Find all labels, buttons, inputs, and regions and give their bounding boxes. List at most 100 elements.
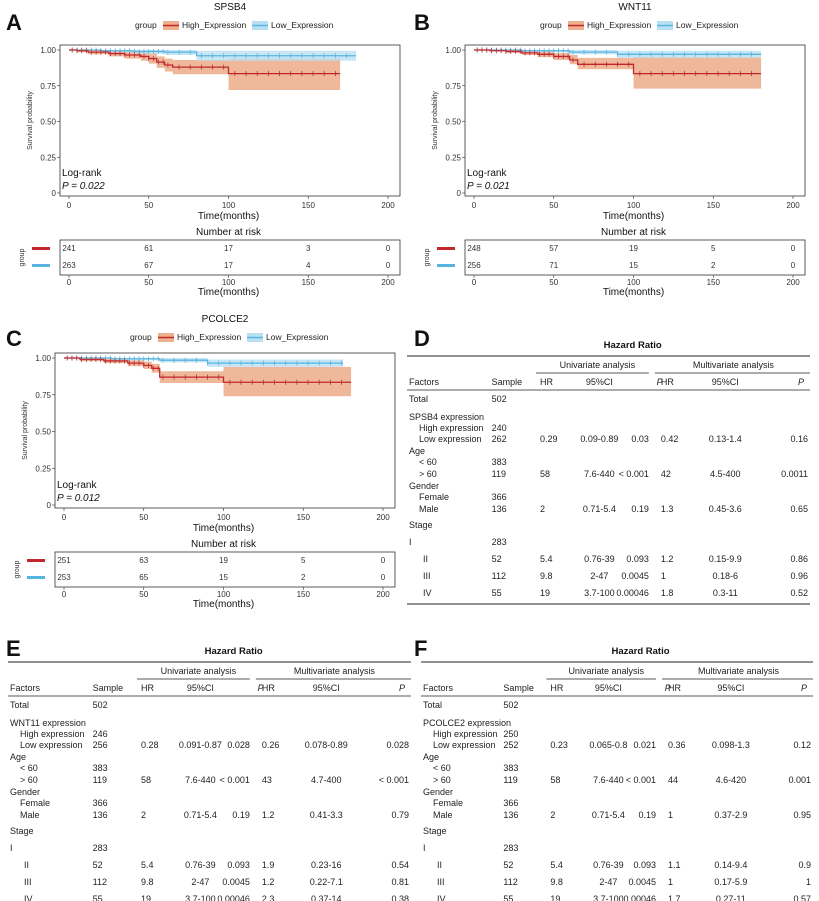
row-ci-multi: 0.14-9.4	[714, 860, 747, 870]
row-factor: IV	[24, 894, 33, 901]
x-tick-label: 50	[549, 201, 558, 210]
row-p: 0.00046	[623, 894, 656, 901]
row-factor: Female	[419, 492, 449, 502]
row-hr-multi: 1.3	[661, 504, 674, 514]
row-sample: 136	[93, 810, 108, 820]
risk-high-count: 0	[381, 556, 386, 565]
risk-low-count: 2	[711, 261, 716, 270]
row-p-multi: 0.001	[788, 775, 811, 785]
risk-low-count: 0	[791, 261, 796, 270]
row-factor: I	[10, 843, 13, 853]
col-header-ci: 95%CI	[586, 377, 613, 387]
risk-x-tick-label: 0	[472, 278, 477, 287]
row-hr-multi: 1.8	[661, 588, 674, 598]
row-factor: Low expression	[20, 740, 83, 750]
risk-low-count: 17	[224, 261, 233, 270]
panel-label-E: E	[6, 636, 21, 661]
km-panel-3: PCOLCE2 group High_Expression Low_Expressio…	[14, 314, 396, 610]
risk-x-tick-label: 150	[297, 590, 311, 599]
risk-high-count: 248	[467, 244, 481, 253]
plot-frame	[59, 44, 401, 197]
panel-label-A: A	[6, 10, 22, 35]
row-sample: 262	[492, 434, 507, 444]
row-sample: 283	[503, 843, 518, 853]
row-ci-multi: 0.098-1.3	[712, 740, 750, 750]
risk-low-count: 0	[381, 573, 386, 582]
risk-low-count: 65	[139, 573, 148, 582]
row-hr-multi: 1	[668, 877, 673, 887]
hr-table-F: Hazard Ratio Univariate analysis Multivari…	[421, 646, 813, 901]
y-axis-label: Survival probability	[432, 91, 439, 150]
row-hr: 5.4	[141, 860, 154, 870]
row-sample: 283	[492, 537, 507, 547]
risk-x-tick-label: 150	[707, 278, 721, 287]
row-hr: 19	[550, 894, 560, 901]
row-hr: 58	[540, 469, 550, 479]
risk-x-tick-label: 100	[217, 590, 231, 599]
row-sample: 52	[503, 860, 513, 870]
risk-x-axis-label: Time(months)	[193, 599, 254, 610]
logrank-label: Log-rank	[62, 168, 102, 179]
row-sample: 252	[503, 740, 518, 750]
row-sample: 383	[492, 457, 507, 467]
row-factor: Female	[433, 798, 463, 808]
x-tick-label: 100	[222, 201, 236, 210]
y-tick-label: 0.75	[40, 82, 56, 91]
row-ci-multi: 0.37-2.9	[714, 810, 747, 820]
risk-x-tick-label: 50	[549, 278, 558, 287]
row-factor: Gender	[423, 787, 453, 797]
km-panel-2: WNT11 group High_Expression Low_Expression 0…	[424, 2, 806, 298]
row-p: 0.028	[227, 740, 250, 750]
row-factor: II	[423, 554, 428, 564]
risk-high-count: 63	[139, 556, 148, 565]
row-factor: I	[409, 537, 412, 547]
risk-high-count: 0	[791, 244, 796, 253]
y-tick-label: 1.00	[35, 354, 51, 363]
x-tick-label: 150	[302, 201, 316, 210]
row-p-multi: 0.86	[790, 554, 808, 564]
row-p: 0.093	[626, 554, 649, 564]
risk-low-count: 71	[549, 261, 558, 270]
row-factor: Stage	[10, 826, 34, 836]
row-sample: 240	[492, 423, 507, 433]
col-header-p-multi: P	[399, 683, 405, 693]
km-panel-1: SPSB4 group High_Expression Low_Expression 0…	[19, 2, 401, 298]
x-axis-label: Time(months)	[193, 523, 254, 534]
row-factor: Stage	[423, 826, 447, 836]
row-sample: 119	[492, 469, 506, 479]
risk-x-tick-label: 50	[139, 590, 148, 599]
row-p-multi: 0.79	[391, 810, 409, 820]
row-ci: 0.09-0.89	[580, 434, 618, 444]
row-sample: 119	[93, 775, 107, 785]
risk-table-frame	[54, 551, 396, 588]
row-hr-multi: 1.9	[262, 860, 275, 870]
row-ci: 7.6-440	[593, 775, 624, 785]
risk-x-tick-label: 0	[67, 278, 72, 287]
row-factor: < 60	[20, 763, 38, 773]
logrank-p-value: P = 0.012	[57, 493, 100, 504]
hr-table-E: Hazard Ratio Univariate analysis Multivari…	[8, 646, 411, 901]
row-factor: Female	[20, 798, 50, 808]
row-p-multi: 0.52	[790, 588, 808, 598]
risk-high-count: 17	[224, 244, 233, 253]
row-factor: Age	[10, 752, 26, 762]
row-ci-multi: 0.27-11	[716, 894, 746, 901]
row-ci: 0.76-39	[593, 860, 624, 870]
logrank-label: Log-rank	[57, 480, 97, 491]
risk-high-key	[437, 247, 455, 250]
row-factor: II	[437, 860, 442, 870]
row-sample: 502	[93, 700, 108, 710]
row-p: 0.00046	[616, 588, 649, 598]
row-hr: 5.4	[540, 554, 553, 564]
y-tick-label: 1.00	[445, 46, 461, 55]
col-header-ci: 95%CI	[187, 683, 214, 693]
row-factor: High expression	[20, 729, 85, 739]
logrank-p-value: P = 0.021	[467, 181, 510, 192]
ci-band-low	[64, 358, 344, 367]
risk-low-count: 2	[301, 573, 306, 582]
row-p-multi: 0.57	[793, 894, 811, 901]
chart-title: WNT11	[618, 2, 652, 13]
row-ci: 3.7-100	[185, 894, 216, 901]
row-ci-multi: 0.18-6	[713, 571, 739, 581]
row-hr-multi: 0.26	[262, 740, 280, 750]
